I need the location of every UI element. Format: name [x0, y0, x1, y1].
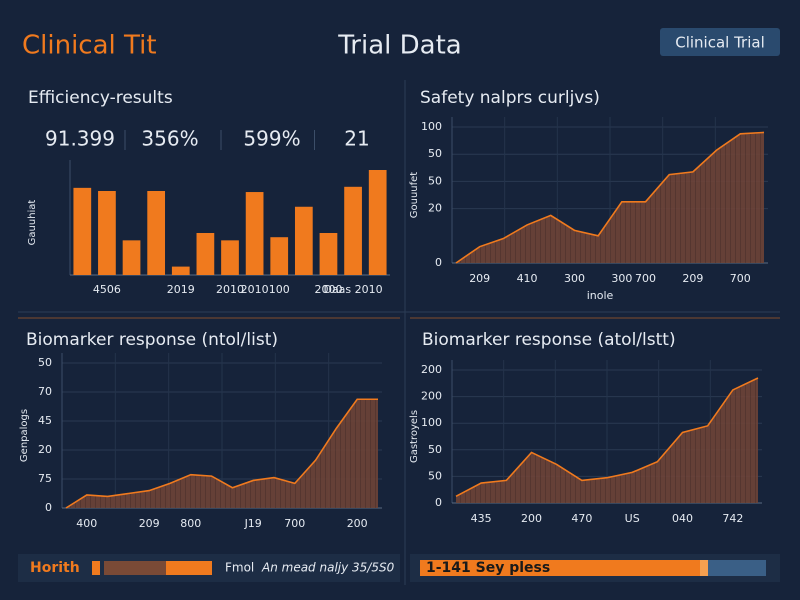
y-tick-label: 20	[38, 443, 52, 456]
line	[455, 377, 759, 498]
bar	[147, 191, 166, 275]
x-tick-label: 435	[471, 512, 492, 525]
x-tick-label: 2000	[314, 283, 342, 296]
y-tick-label: 45	[38, 414, 52, 427]
y-tick-label: 20	[428, 202, 442, 215]
bar	[196, 233, 215, 275]
x-tick-label: 209	[139, 517, 160, 530]
y-tick-label: 0	[435, 256, 442, 269]
y-axis-title: Gauuhiat	[27, 200, 38, 246]
bar	[221, 240, 239, 275]
bar	[171, 266, 190, 275]
progress	[92, 561, 100, 575]
header-title: Trial Data	[337, 31, 461, 61]
panel-title: Biomarker response (atol/lstt)	[422, 330, 676, 350]
y-tick-label: 100	[421, 120, 442, 133]
x-tick-label: 209	[682, 272, 703, 285]
x-axis-title: inole	[587, 289, 614, 302]
panel-title: Efficiency-results	[28, 88, 173, 108]
x-tick-label: 209	[469, 272, 490, 285]
progress	[700, 560, 708, 576]
x-tick-label: 2010	[216, 283, 244, 296]
bar	[122, 240, 141, 275]
bar	[344, 186, 362, 275]
area-fill	[456, 132, 764, 263]
bar	[73, 187, 92, 275]
stat-value: 599%	[243, 127, 300, 151]
x-tick-label: Daas 2010	[323, 283, 382, 296]
x-tick-label: 700	[284, 517, 305, 530]
x-tick-label: 2019	[167, 283, 195, 296]
x-tick-label: 800	[180, 517, 201, 530]
bar	[294, 206, 313, 275]
bar	[98, 191, 116, 275]
x-tick-label: 300	[564, 272, 585, 285]
badge[interactable]: Clinical Trial	[675, 34, 765, 52]
x-tick-label: 300	[611, 272, 632, 285]
y-tick-label: 75	[38, 472, 52, 485]
x-tick-label: 100	[269, 283, 290, 296]
y-tick-label: 50	[38, 356, 52, 369]
x-tick-label: 470	[571, 512, 592, 525]
progress	[708, 560, 766, 576]
x-tick-label: 742	[722, 512, 743, 525]
progress	[104, 561, 166, 575]
y-tick-label: 50	[428, 174, 442, 187]
header-left-title: Clinical Tit	[22, 31, 157, 61]
x-tick-label: 400	[76, 517, 97, 530]
y-tick-label: 50	[428, 147, 442, 160]
y-tick-label: 100	[421, 416, 442, 429]
area-fill	[66, 399, 378, 508]
y-tick-label: 70	[38, 385, 52, 398]
x-tick-label: 410	[517, 272, 538, 285]
footer-right-label: 1-141 Sey pless	[426, 560, 550, 576]
footer-status: Fmol	[225, 561, 254, 575]
stat-value: 356%	[141, 127, 198, 151]
panel-title: Biomarker response (ntol/list)	[26, 330, 278, 350]
bar	[270, 237, 289, 275]
y-axis-title: Genpalogs	[19, 409, 30, 462]
area-fill	[456, 377, 758, 503]
y-axis-title: Gastroyels	[409, 410, 420, 463]
y-tick-label: 50	[428, 469, 442, 482]
progress	[420, 560, 700, 576]
badge-box[interactable]	[660, 28, 780, 56]
x-tick-label: 700	[730, 272, 751, 285]
x-tick-label: J19	[244, 517, 262, 530]
y-tick-label: 0	[435, 496, 442, 509]
y-tick-label: 200	[421, 390, 442, 403]
y-axis-title: Gouuufet	[409, 172, 420, 219]
bar	[319, 233, 338, 275]
x-tick-label: 200	[521, 512, 542, 525]
y-tick-label: 0	[45, 501, 52, 514]
y-tick-label: 50	[428, 443, 442, 456]
footer-note: An mead naljy 35/5S0	[261, 561, 395, 575]
stat-value: 91.399	[45, 127, 115, 151]
x-tick-label: 2010	[241, 283, 269, 296]
x-tick-label: 200	[347, 517, 368, 530]
x-tick-label: US	[625, 512, 640, 525]
stat-value: 21	[344, 127, 369, 151]
bar	[368, 170, 387, 275]
bar	[245, 192, 264, 275]
line	[455, 131, 765, 264]
panel-title: Safety nalprs curljvs)	[420, 88, 600, 108]
line	[65, 398, 378, 509]
footer-left-label: Horith	[30, 560, 80, 576]
progress	[166, 561, 212, 575]
x-tick-label: 700	[635, 272, 656, 285]
x-tick-label: 040	[672, 512, 693, 525]
x-tick-label: 4506	[93, 283, 121, 296]
y-tick-label: 200	[421, 363, 442, 376]
